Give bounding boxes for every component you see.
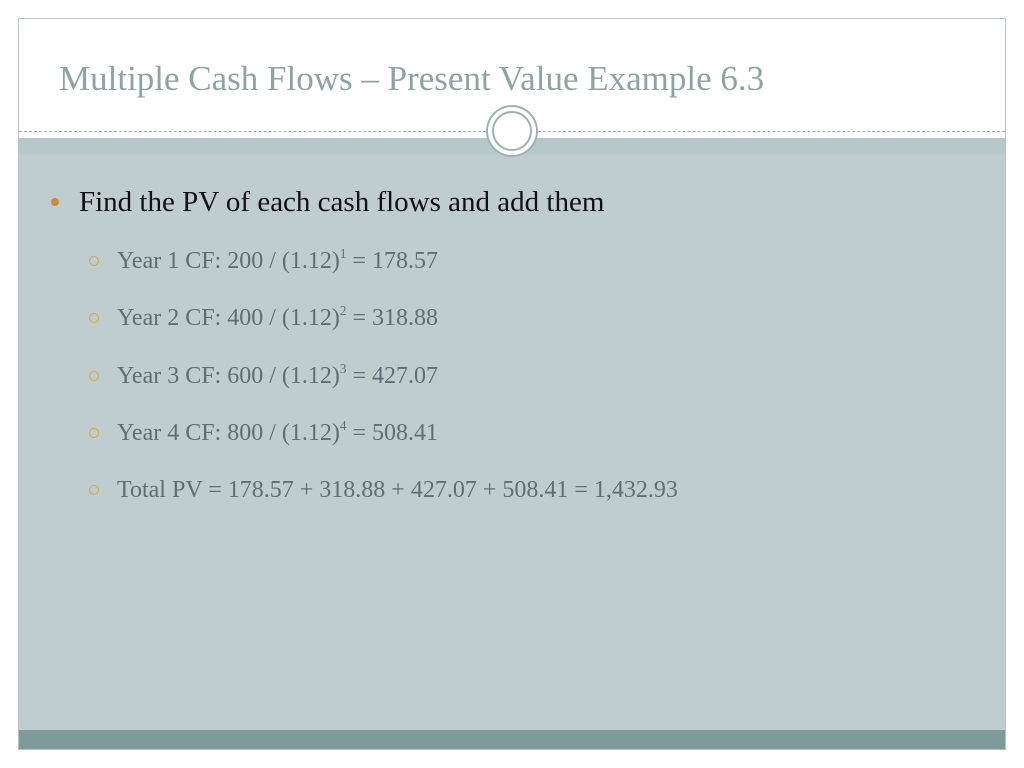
sub-exponent: 1 — [340, 246, 347, 261]
bullet-ring-icon — [89, 485, 99, 495]
sub-bullet-item: Year 1 CF: 200 / (1.12)1 = 178.57 — [89, 246, 977, 277]
sub-exponent: 4 — [340, 418, 347, 433]
sub-bullet-item: Year 3 CF: 600 / (1.12)3 = 427.07 — [89, 361, 977, 392]
divider-circle-inner-icon — [492, 111, 532, 151]
sub-bullet-item: Total PV = 178.57 + 318.88 + 427.07 + 50… — [89, 475, 977, 506]
sub-prefix: Total PV = 178.57 + 318.88 + 427.07 + 50… — [117, 477, 678, 503]
sub-exponent: 3 — [340, 361, 347, 376]
bullet-level-1: Find the PV of each cash flows and add t… — [47, 184, 977, 220]
sub-bullet-text: Total PV = 178.57 + 318.88 + 427.07 + 50… — [117, 475, 678, 506]
sub-bullet-text: Year 2 CF: 400 / (1.12)2 = 318.88 — [117, 303, 438, 334]
sub-bullet-text: Year 4 CF: 800 / (1.12)4 = 508.41 — [117, 418, 438, 449]
sub-suffix: = 427.07 — [347, 363, 439, 389]
sub-suffix: = 178.57 — [347, 248, 439, 274]
sub-bullet-list: Year 1 CF: 200 / (1.12)1 = 178.57 Year 2… — [47, 246, 977, 506]
sub-bullet-text: Year 3 CF: 600 / (1.12)3 = 427.07 — [117, 361, 438, 392]
bullet-ring-icon — [89, 428, 99, 438]
bullet-ring-icon — [89, 313, 99, 323]
sub-prefix: Year 4 CF: 800 / (1.12) — [117, 420, 340, 446]
sub-prefix: Year 1 CF: 200 / (1.12) — [117, 248, 340, 274]
bullet-ring-icon — [89, 371, 99, 381]
sub-suffix: = 318.88 — [347, 305, 439, 331]
sub-prefix: Year 3 CF: 600 / (1.12) — [117, 363, 340, 389]
sub-prefix: Year 2 CF: 400 / (1.12) — [117, 305, 340, 331]
sub-suffix: = 508.41 — [347, 420, 439, 446]
sub-bullet-item: Year 2 CF: 400 / (1.12)2 = 318.88 — [89, 303, 977, 334]
slide: Multiple Cash Flows – Present Value Exam… — [0, 0, 1024, 768]
content-region: Find the PV of each cash flows and add t… — [19, 154, 1005, 730]
divider-circle-icon — [486, 105, 538, 157]
sub-bullet-item: Year 4 CF: 800 / (1.12)4 = 508.41 — [89, 418, 977, 449]
sub-exponent: 2 — [340, 303, 347, 318]
bullet-ring-icon — [89, 256, 99, 266]
bullet-dot-icon — [51, 198, 59, 206]
sub-bullet-text: Year 1 CF: 200 / (1.12)1 = 178.57 — [117, 246, 438, 277]
slide-title: Multiple Cash Flows – Present Value Exam… — [59, 59, 985, 99]
footer-band — [19, 730, 1005, 749]
bullet-text: Find the PV of each cash flows and add t… — [79, 184, 604, 220]
